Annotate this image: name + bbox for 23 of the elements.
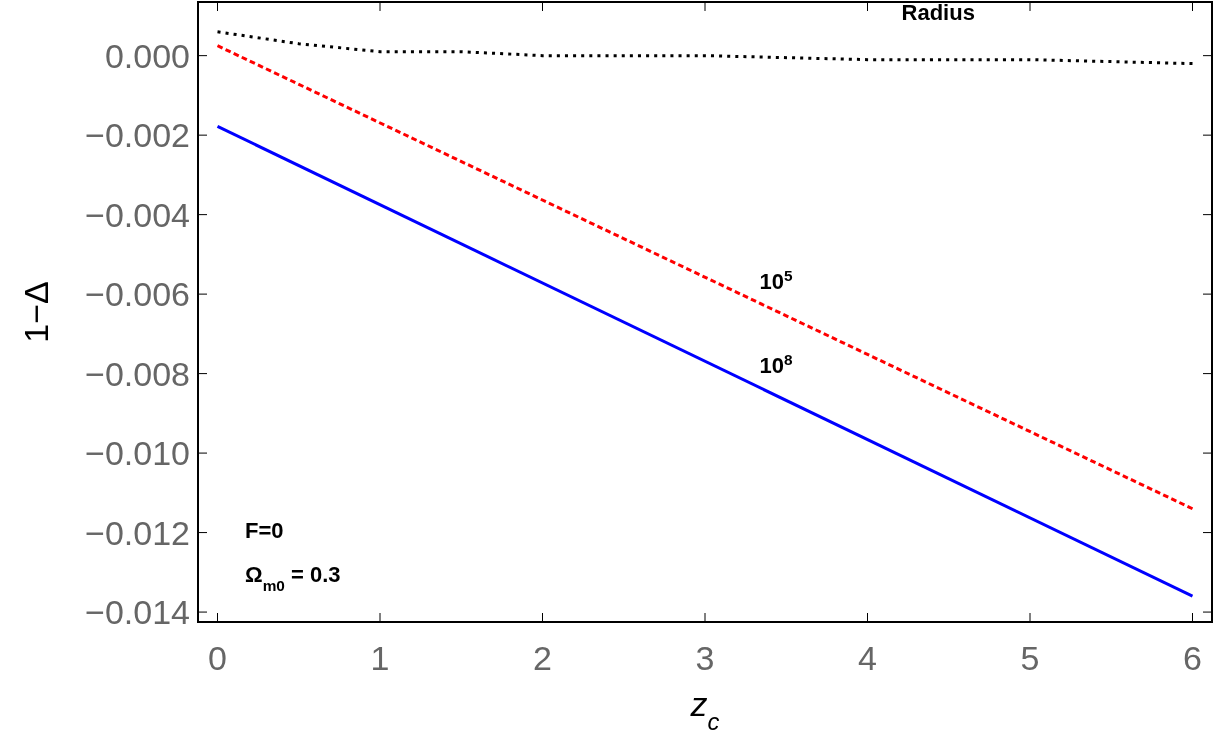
legend-label: Radius: [901, 0, 975, 25]
y-tick-label: −0.006: [85, 275, 190, 314]
annotation: F=0: [245, 518, 284, 543]
y-tick-label: −0.010: [85, 434, 190, 473]
series-label: 10$^{5}$: [759, 266, 793, 294]
annotation: Ω$_{m0}$ = 0.3: [245, 562, 341, 594]
x-tick-label: 6: [1183, 639, 1202, 677]
x-tick-label: 5: [1020, 639, 1040, 677]
x-tick-label: 0: [208, 639, 227, 677]
x-tick-label: 1: [370, 639, 390, 677]
x-tick-label: 3: [695, 639, 715, 677]
y-tick-label: −0.008: [85, 354, 190, 393]
y-tick-label: −0.002: [85, 116, 190, 155]
x-tick-label: 2: [533, 639, 552, 677]
y-tick-label: −0.012: [85, 513, 190, 552]
y-tick-label: 0.000: [104, 36, 190, 75]
line-series: [216, 30, 1194, 66]
y-axis-title: 1−Δ: [17, 281, 55, 343]
x-axis-title: z$_{c}$: [689, 685, 720, 735]
y-tick-label: −0.004: [85, 195, 190, 234]
series-label: 10$^{8}$: [759, 350, 793, 379]
y-tick-label: −0.014: [85, 593, 190, 632]
x-tick-label: 4: [858, 639, 877, 677]
